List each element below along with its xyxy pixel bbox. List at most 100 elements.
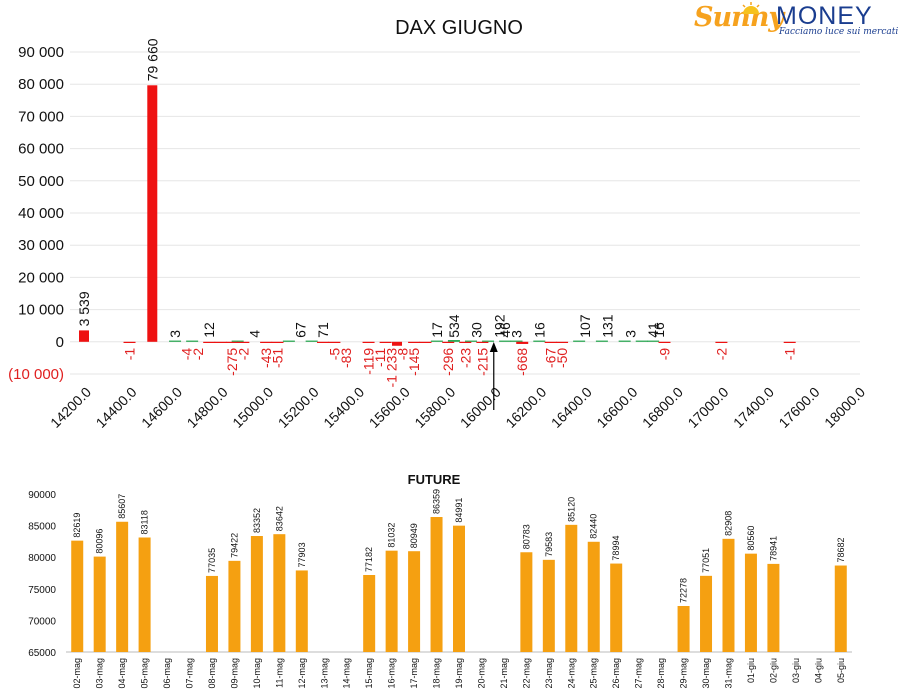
x-tick-label: 15400.0 bbox=[320, 384, 367, 431]
data-label: 79583 bbox=[544, 532, 554, 557]
put-bar bbox=[459, 341, 472, 343]
x-tick-label: 28-mag bbox=[656, 658, 666, 689]
x-tick-label: 16000.0 bbox=[457, 384, 504, 431]
y-tick-label: 10 000 bbox=[18, 302, 64, 319]
x-tick-label: 29-mag bbox=[679, 658, 689, 689]
x-tick-label: 07-mag bbox=[185, 658, 195, 689]
data-label: 41 bbox=[645, 322, 661, 338]
x-tick-label: 11-mag bbox=[274, 658, 284, 688]
future-bar bbox=[408, 551, 421, 652]
call-bar bbox=[595, 340, 608, 342]
future-bar bbox=[767, 563, 780, 652]
data-label: -43 bbox=[258, 348, 274, 368]
put-bar bbox=[214, 341, 227, 343]
y-tick-label: 90000 bbox=[28, 490, 56, 501]
x-tick-label: 03-mag bbox=[95, 658, 105, 689]
put-bar bbox=[715, 341, 728, 343]
future-bar bbox=[250, 536, 263, 652]
data-label: -2 bbox=[190, 348, 206, 361]
data-label: -275 bbox=[224, 348, 240, 376]
data-label: 82908 bbox=[723, 511, 733, 536]
x-tick-label: 16200.0 bbox=[502, 384, 549, 431]
chart-title: DAX GIUGNO bbox=[395, 17, 523, 39]
future-bar bbox=[677, 606, 690, 652]
future-chart: FUTURE 65000 70000 75000 80000 85000 90000 8261… bbox=[28, 472, 852, 689]
future-bar bbox=[542, 559, 555, 652]
x-tick-label: 17000.0 bbox=[684, 384, 731, 431]
call-bar bbox=[430, 340, 443, 342]
sun-icon bbox=[742, 2, 760, 14]
future-bar bbox=[116, 521, 129, 652]
future-bar bbox=[744, 553, 757, 652]
data-label: 83642 bbox=[274, 506, 284, 531]
data-label: 72278 bbox=[679, 578, 689, 603]
x-tick-label: 15200.0 bbox=[275, 384, 322, 431]
data-label: -2 bbox=[713, 348, 729, 361]
data-label: 3 bbox=[622, 330, 638, 338]
x-tick-label: 20-mag bbox=[476, 658, 486, 689]
future-bar bbox=[93, 556, 106, 652]
data-label: -1 bbox=[782, 348, 798, 361]
future-bar bbox=[273, 534, 286, 652]
data-label: 46 bbox=[497, 322, 513, 338]
x-tick-label: 14800.0 bbox=[184, 384, 231, 431]
data-label: 79 660 bbox=[144, 38, 160, 81]
x-tick-label: 24-mag bbox=[566, 658, 576, 689]
y-tick-label: 40 000 bbox=[18, 205, 64, 222]
x-tick-label: 25-mag bbox=[589, 658, 599, 689]
data-label: -50 bbox=[554, 348, 570, 368]
put-bar bbox=[516, 341, 529, 344]
data-label: 85607 bbox=[117, 494, 127, 519]
put-bar bbox=[419, 341, 432, 343]
data-label: 82619 bbox=[72, 513, 82, 538]
data-label: 3 bbox=[509, 330, 525, 338]
data-label: 107 bbox=[577, 314, 593, 338]
x-tick-label: 16-mag bbox=[387, 658, 397, 689]
x-tick-label: 15600.0 bbox=[366, 384, 413, 431]
x-tick-label: 13-mag bbox=[319, 658, 329, 689]
put-bar bbox=[392, 341, 403, 346]
x-tick-label: 27-mag bbox=[634, 658, 644, 689]
future-bar bbox=[722, 538, 735, 652]
future-bar bbox=[295, 570, 308, 652]
x-tick-label: 14200.0 bbox=[47, 384, 94, 431]
x-tick-label: 10-mag bbox=[252, 658, 262, 689]
x-tick-label: 31-mag bbox=[723, 658, 733, 689]
data-label: 83352 bbox=[252, 508, 262, 533]
data-label: 77035 bbox=[207, 548, 217, 573]
x-tick-label: 16400.0 bbox=[548, 384, 595, 431]
data-label: -23 bbox=[457, 348, 473, 368]
data-label: 85120 bbox=[566, 497, 576, 522]
data-label: 71 bbox=[315, 322, 331, 338]
future-bar bbox=[385, 550, 398, 652]
put-bar bbox=[783, 341, 796, 343]
data-label: 3 539 bbox=[76, 291, 92, 326]
future-bar bbox=[205, 575, 218, 652]
data-label: -1 bbox=[122, 348, 138, 361]
call-bar bbox=[447, 340, 460, 342]
call-bar bbox=[499, 340, 512, 342]
put-bar bbox=[271, 341, 284, 343]
future-bar bbox=[587, 541, 600, 652]
call-bar bbox=[169, 340, 182, 342]
data-label: 82440 bbox=[589, 514, 599, 539]
call-bar bbox=[510, 340, 523, 342]
y-tick-label: 75000 bbox=[28, 585, 56, 596]
y-tick-label: 65000 bbox=[28, 648, 56, 659]
put-bar bbox=[379, 341, 392, 343]
x-tick-label: 08-mag bbox=[207, 658, 217, 689]
x-tick-label: 04-mag bbox=[117, 658, 127, 689]
x-tick-label: 06-mag bbox=[162, 658, 172, 689]
data-label: -67 bbox=[543, 348, 559, 368]
x-tick-label: 14-mag bbox=[342, 658, 352, 689]
put-bar bbox=[123, 341, 136, 343]
data-label: -2 bbox=[235, 348, 251, 361]
data-label: 16 bbox=[651, 322, 667, 338]
logo-money-text: MONEY bbox=[776, 2, 873, 30]
y-tick-label: 60 000 bbox=[18, 141, 64, 158]
x-tick-label: 05-mag bbox=[140, 658, 150, 689]
put-bar bbox=[260, 341, 273, 343]
y-tick-label: 70000 bbox=[28, 616, 56, 627]
data-label: 131 bbox=[600, 314, 616, 338]
data-label: 77903 bbox=[297, 542, 307, 567]
